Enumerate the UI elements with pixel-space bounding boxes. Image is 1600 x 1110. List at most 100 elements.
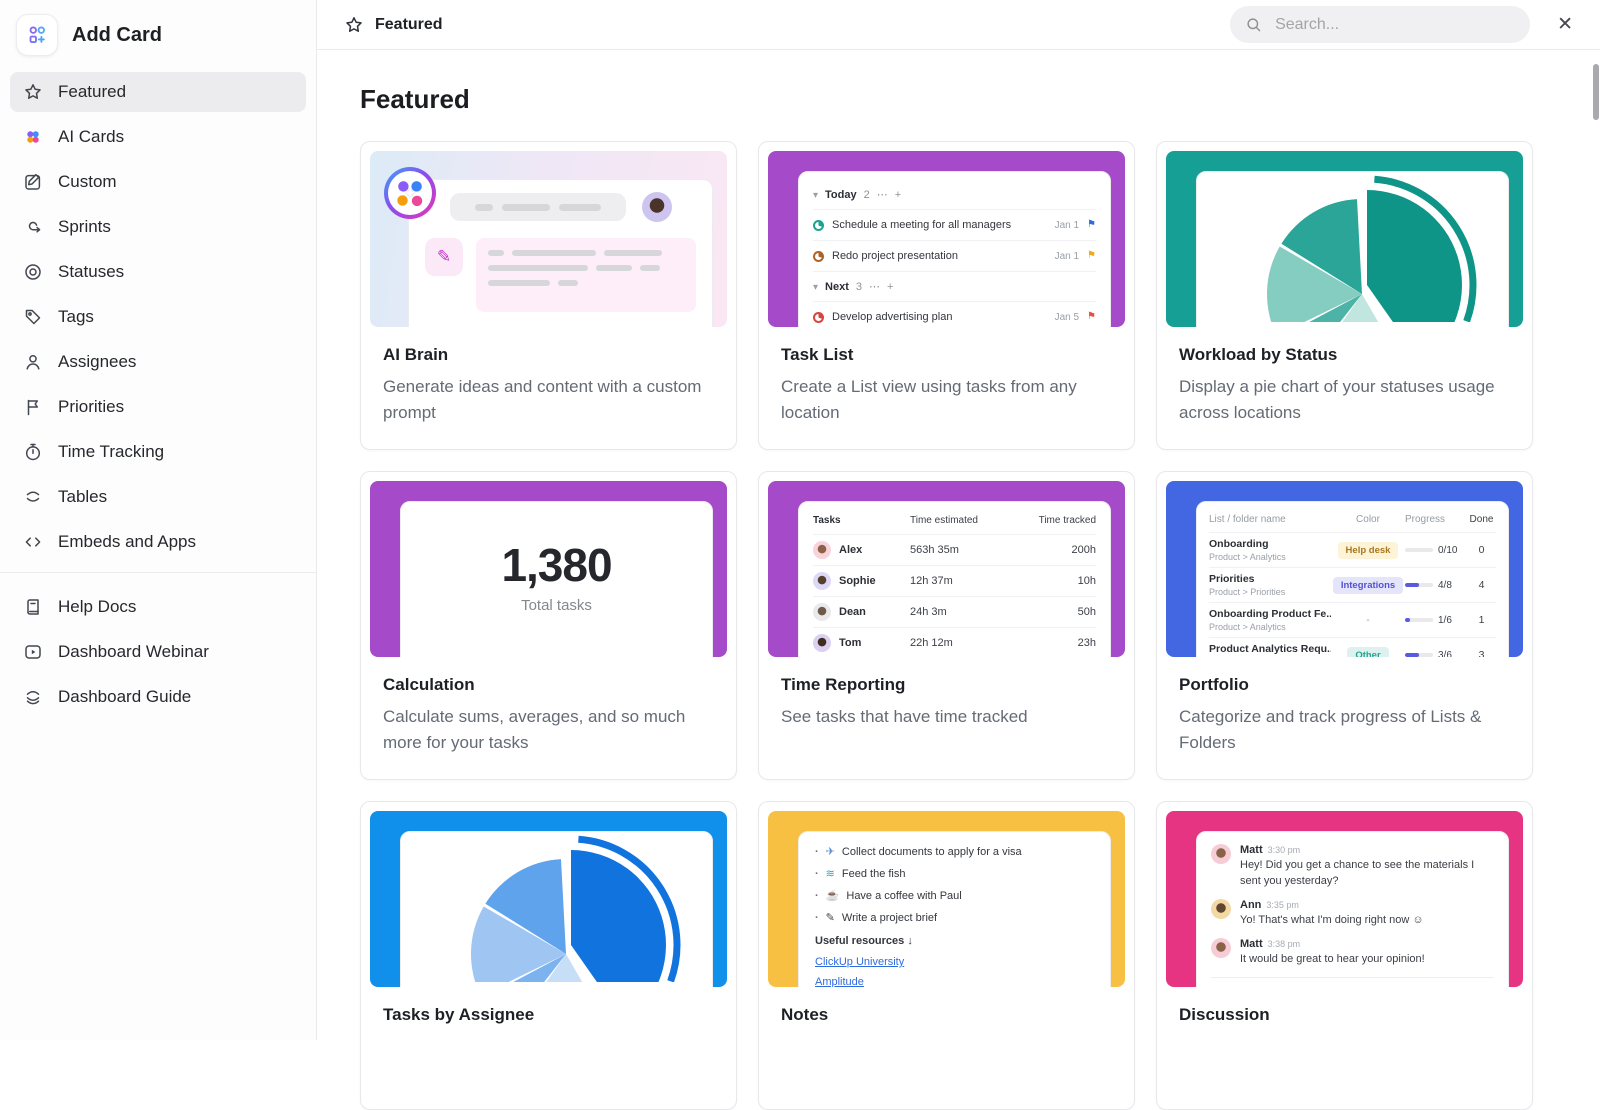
scrollbar-thumb[interactable]	[1593, 64, 1599, 120]
task-row: Schedule a meeting for all managers Jan …	[813, 209, 1096, 240]
table-row: Dean 24h 3m 50h	[813, 596, 1096, 627]
note-item: ✎Write a project brief	[815, 911, 1094, 925]
card-title: Task List	[781, 345, 854, 364]
avatar	[813, 541, 831, 559]
card-tasks-by-assignee[interactable]: Tasks by Assignee	[360, 801, 737, 1110]
sidebar-item-embeds[interactable]: Embeds and Apps	[10, 522, 306, 562]
card-title: Discussion	[1179, 1005, 1270, 1024]
sidebar-item-label: Custom	[58, 172, 117, 191]
card-title: AI Brain	[383, 345, 449, 364]
avatar	[813, 634, 831, 652]
card-discussion[interactable]: Matt 3:30 pm Hey! Did you get a chance to…	[1156, 801, 1533, 1110]
sidebar-item-dashboard-guide[interactable]: Dashboard Guide	[10, 677, 306, 717]
ai-text-block	[476, 238, 696, 312]
preview-panel: 1,380 Total tasks	[400, 501, 713, 657]
ai-brain-preview: ✦	[370, 151, 727, 327]
breadcrumb-label: Featured	[375, 15, 443, 33]
video-play-icon	[23, 642, 43, 662]
sidebar-item-priorities[interactable]: Priorities	[10, 387, 306, 427]
link: Amplitude	[815, 976, 864, 987]
card-workload-by-status[interactable]: Workload by Status Display a pie chart o…	[1156, 141, 1533, 450]
sprint-loop-icon	[23, 217, 43, 237]
notes-section-title: Useful resources ↓	[815, 935, 913, 947]
card-notes[interactable]: ✈Collect documents to apply for a visa ≋…	[758, 801, 1135, 1110]
chat-message: Matt 3:30 pm Hey! Did you get a chance to…	[1211, 844, 1494, 890]
sidebar-nav: Featured AI Cards Custom Sprints	[0, 72, 316, 717]
sidebar-item-tags[interactable]: Tags	[10, 297, 306, 337]
preview-panel	[400, 831, 713, 987]
sidebar-item-time-tracking[interactable]: Time Tracking	[10, 432, 306, 472]
search-icon	[1245, 16, 1263, 34]
sidebar-item-featured[interactable]: Featured	[10, 72, 306, 112]
preview-panel: ✈Collect documents to apply for a visa ≋…	[798, 831, 1111, 987]
sidebar-item-ai-cards[interactable]: AI Cards	[10, 117, 306, 157]
card-title: Tasks by Assignee	[383, 1005, 535, 1024]
note-item: ≋Feed the fish	[815, 867, 1094, 881]
table-row: Priorities Product > Priorities Integrati…	[1209, 567, 1496, 602]
card-description: Create a List view using tasks from any …	[781, 377, 1077, 423]
discussion-preview: Matt 3:30 pm Hey! Did you get a chance to…	[1166, 811, 1523, 987]
status-pie-chart	[1267, 175, 1477, 322]
calculation-preview: 1,380 Total tasks	[370, 481, 727, 657]
avatar	[813, 572, 831, 590]
code-icon	[23, 532, 43, 552]
travel-icon: ✈	[825, 846, 835, 858]
sidebar-item-label: Embeds and Apps	[58, 532, 196, 551]
star-icon	[344, 15, 364, 35]
card-info: Calculation Calculate sums, averages, an…	[370, 657, 727, 757]
card-time-reporting[interactable]: Tasks Time estimated Time tracked Alex 5…	[758, 471, 1135, 780]
search-input[interactable]	[1273, 14, 1516, 35]
card-info: Portfolio Categorize and track progress …	[1166, 657, 1523, 757]
prompt-pill	[449, 193, 626, 221]
preview-panel	[408, 179, 713, 327]
sidebar-item-assignees[interactable]: Assignees	[10, 342, 306, 382]
sidebar-item-custom[interactable]: Custom	[10, 162, 306, 202]
stopwatch-icon	[23, 442, 43, 462]
card-info: Time Reporting See tasks that have time …	[768, 657, 1125, 730]
chat-message: Ann 3:35 pm Yo! That's what I'm doing rig…	[1211, 898, 1494, 929]
close-icon[interactable]: ✕	[1557, 14, 1573, 35]
add-card-logo-icon	[16, 14, 58, 56]
link: ClickUp University	[815, 956, 905, 968]
card-calculation[interactable]: 1,380 Total tasks Calculation Calculate …	[360, 471, 737, 780]
stack-icon	[23, 487, 43, 507]
col-header: Tasks	[813, 515, 841, 526]
flag-icon	[1087, 312, 1096, 322]
card-description: Display a pie chart of your statuses usa…	[1179, 377, 1495, 423]
notes-preview: ✈Collect documents to apply for a visa ≋…	[768, 811, 1125, 987]
card-info: Workload by Status Display a pie chart o…	[1166, 327, 1523, 427]
color-badge: Integrations	[1332, 576, 1404, 594]
card-ai-brain[interactable]: ✦	[360, 141, 737, 450]
status-ring-icon	[813, 250, 824, 262]
coffee-icon: ☕	[825, 890, 840, 902]
preview-panel: Tasks Time estimated Time tracked Alex 5…	[798, 501, 1111, 657]
card-info: Notes	[768, 987, 1125, 1025]
edit-icon	[23, 172, 43, 192]
table-row: Onboarding Product > Analytics Help desk …	[1209, 532, 1496, 567]
sidebar-item-sprints[interactable]: Sprints	[10, 207, 306, 247]
avatar	[1211, 844, 1231, 864]
col-header: List / folder name	[1209, 514, 1286, 525]
sidebar-item-dashboard-webinar[interactable]: Dashboard Webinar	[10, 632, 306, 672]
ai-flower-icon	[23, 127, 43, 147]
total-value: 1,380	[501, 539, 612, 591]
task-list-preview: Today 2 ⋯ + Schedule a meeting for all m…	[768, 151, 1125, 327]
sidebar-item-help-docs[interactable]: Help Docs	[10, 587, 306, 627]
sidebar-item-label: Assignees	[58, 352, 137, 371]
tag-icon	[23, 307, 43, 327]
content: Featured ✦	[317, 50, 1600, 1110]
col-header: Time estimated	[910, 515, 978, 526]
sidebar-item-tables[interactable]: Tables	[10, 477, 306, 517]
flag-icon	[23, 397, 43, 417]
card-task-list[interactable]: Today 2 ⋯ + Schedule a meeting for all m…	[758, 141, 1135, 450]
ai-logo-icon: ✦	[384, 167, 436, 219]
sidebar-item-statuses[interactable]: Statuses	[10, 252, 306, 292]
task-title: Develop advertising plan	[832, 311, 953, 323]
sidebar-item-label: Sprints	[58, 217, 111, 236]
sidebar-item-label: Tables	[58, 487, 108, 506]
target-icon	[23, 262, 43, 282]
portfolio-preview: List / folder name Color Progress Done O…	[1166, 481, 1523, 657]
color-badge: -	[1366, 614, 1370, 626]
search-box[interactable]	[1230, 6, 1531, 43]
card-portfolio[interactable]: List / folder name Color Progress Done O…	[1156, 471, 1533, 780]
